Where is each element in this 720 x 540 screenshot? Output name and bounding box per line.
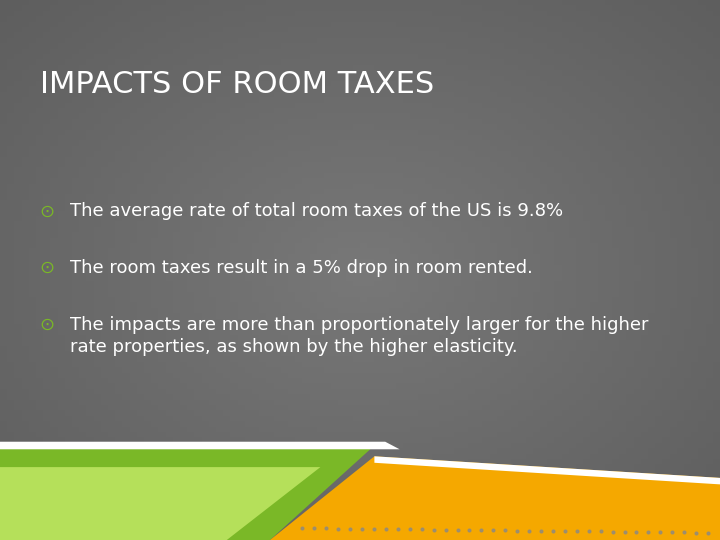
Text: The average rate of total room taxes of the US is 9.8%: The average rate of total room taxes of … <box>70 202 563 220</box>
Text: ⊙: ⊙ <box>40 202 55 220</box>
Polygon shape <box>0 442 400 449</box>
Polygon shape <box>0 446 374 540</box>
Text: The room taxes result in a 5% drop in room rented.: The room taxes result in a 5% drop in ro… <box>70 259 533 277</box>
Polygon shape <box>0 467 320 540</box>
Text: ⊙: ⊙ <box>40 259 55 277</box>
Polygon shape <box>270 456 720 540</box>
Text: ⊙: ⊙ <box>40 316 55 334</box>
Text: 32: 32 <box>11 520 25 530</box>
Text: The impacts are more than proportionately larger for the higher
rate properties,: The impacts are more than proportionatel… <box>70 316 648 356</box>
Polygon shape <box>374 456 720 484</box>
Text: IMPACTS OF ROOM TAXES: IMPACTS OF ROOM TAXES <box>40 70 434 99</box>
